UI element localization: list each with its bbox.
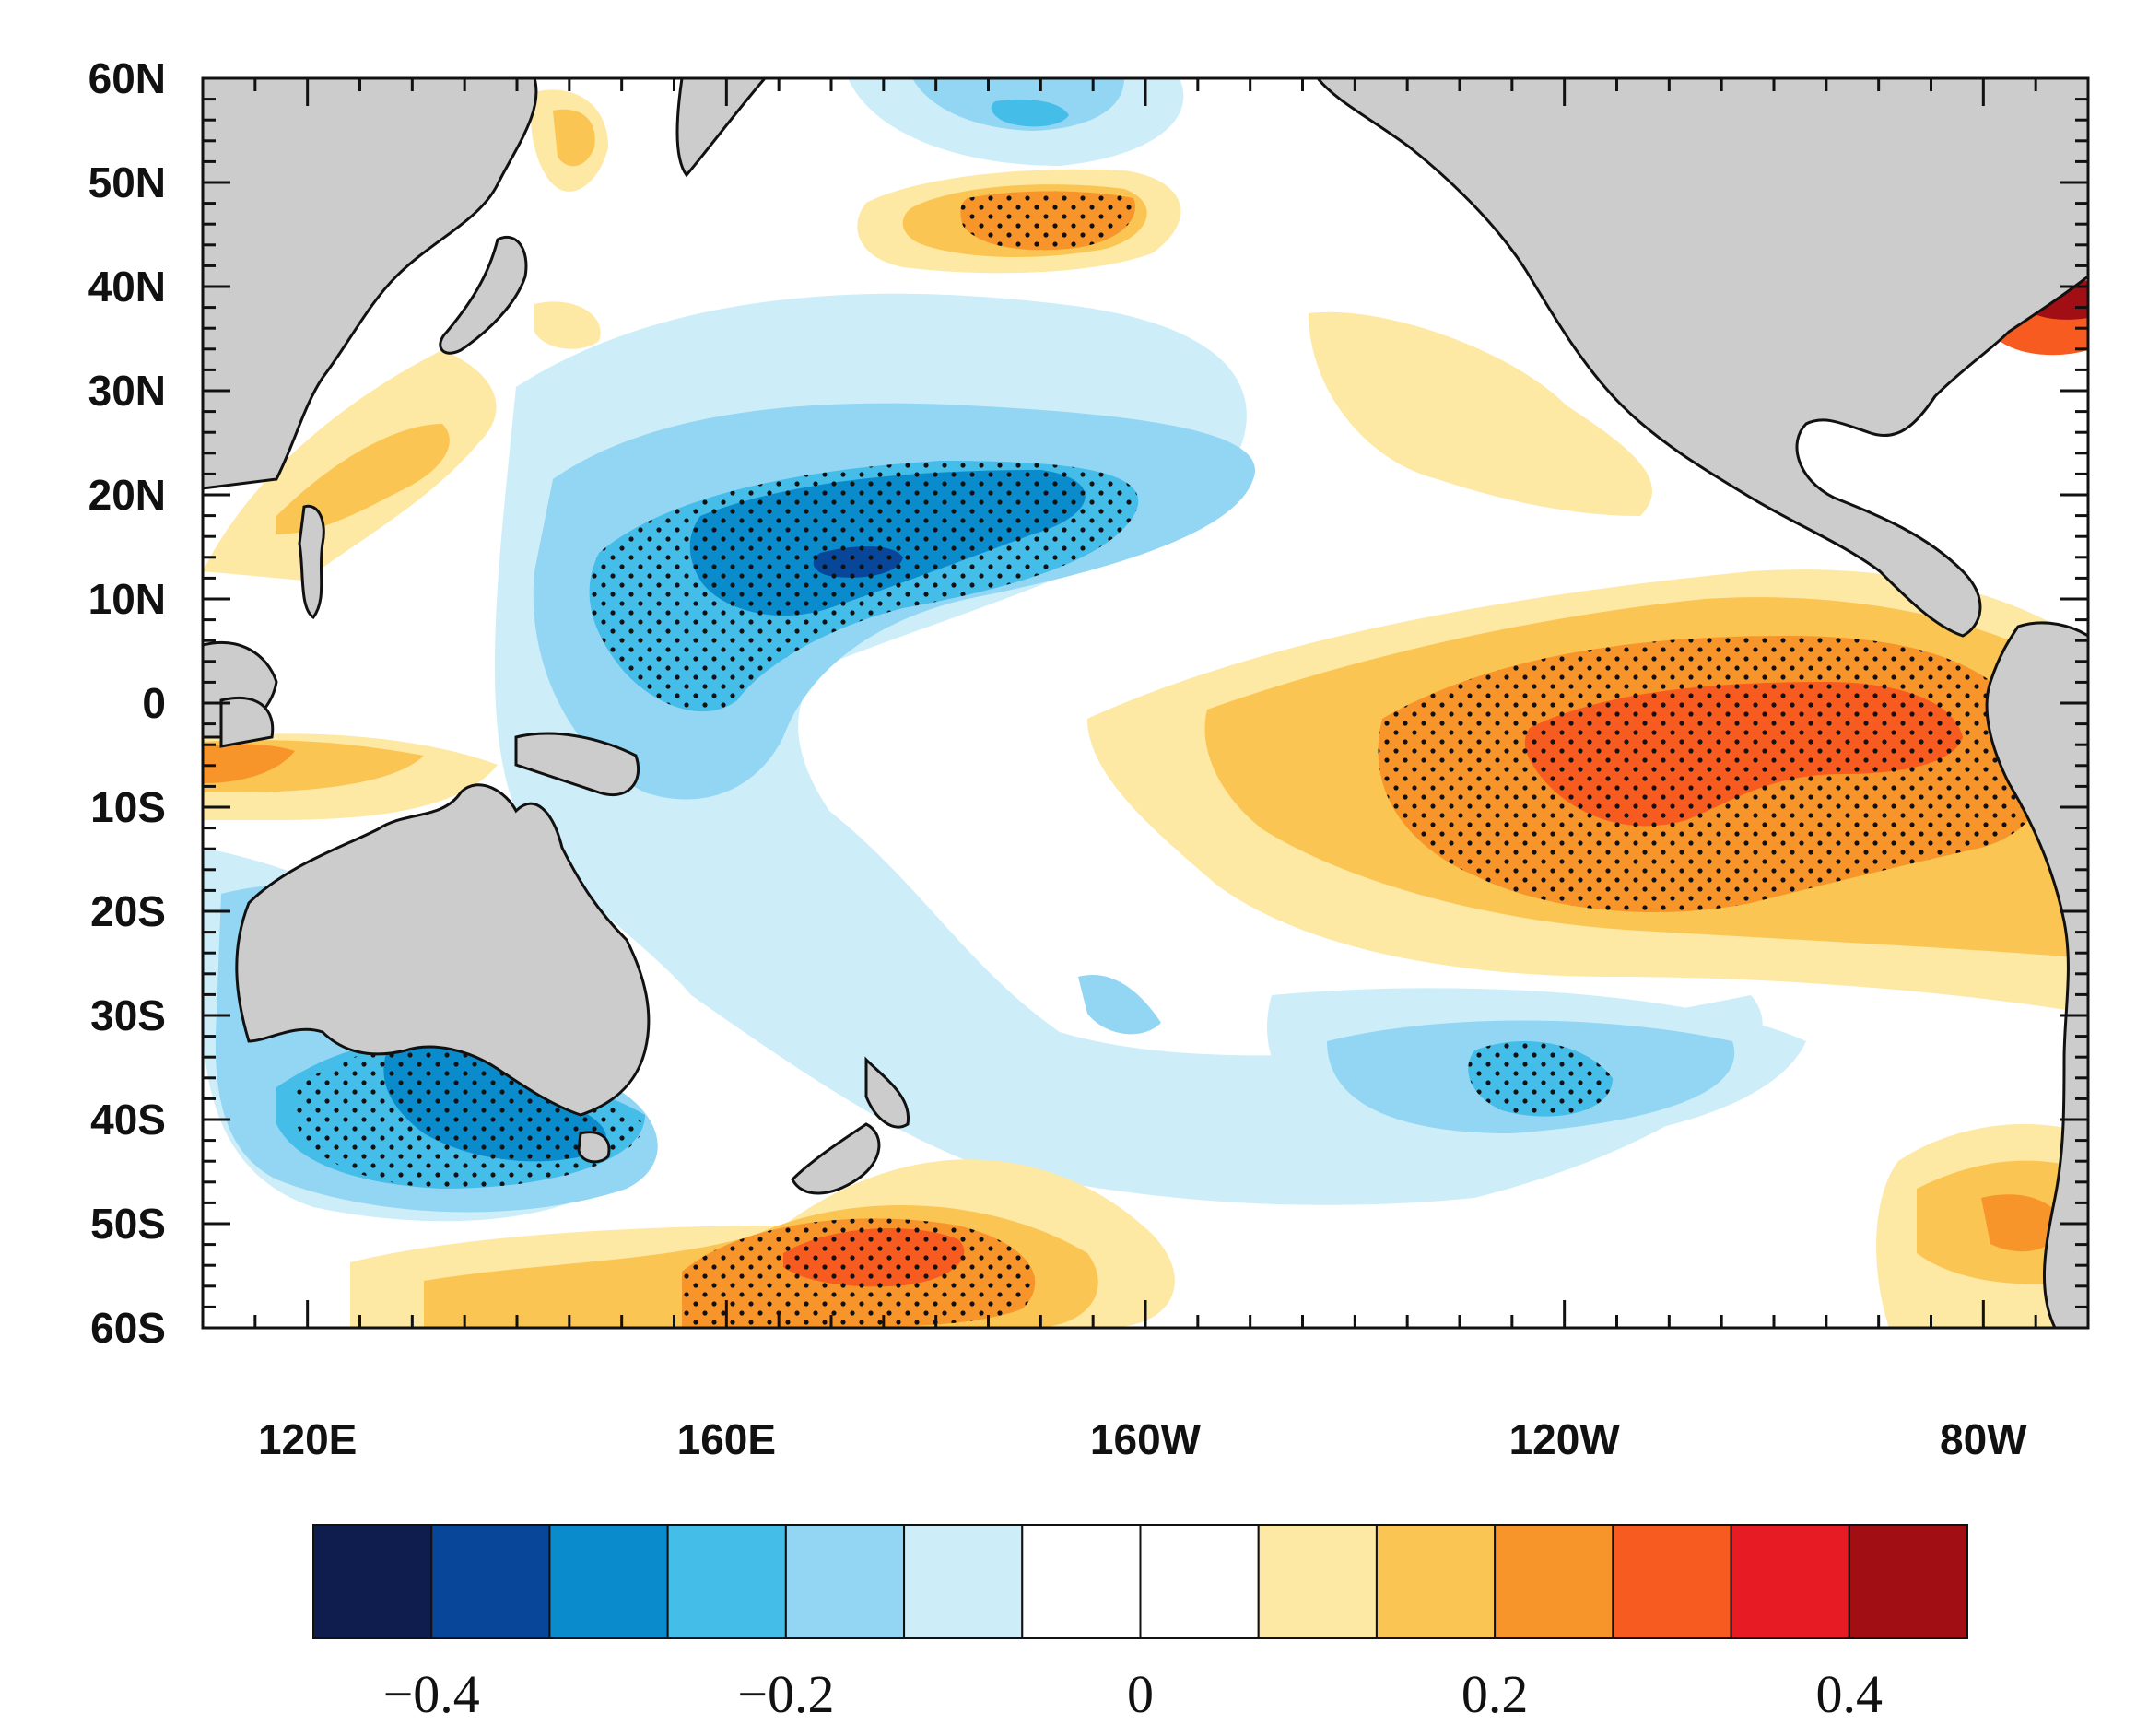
contour-pos-strong-sa xyxy=(1981,1194,2064,1252)
y-axis-label: 10S xyxy=(90,783,166,831)
y-axis-label: 30S xyxy=(90,991,166,1039)
y-axis-label: 60N xyxy=(88,54,166,102)
stipple-south-pacific xyxy=(682,1218,1036,1328)
y-axis-label: 40N xyxy=(88,263,166,311)
colorbar-swatch xyxy=(1730,1524,1850,1639)
y-axis-label: 50S xyxy=(90,1200,166,1248)
colorbar-swatch xyxy=(312,1524,433,1639)
land-tasmania xyxy=(577,1131,611,1164)
colorbar-tick-label: 0.2 xyxy=(1461,1664,1529,1724)
stipple-se-cold xyxy=(1468,1041,1613,1117)
stipple-north-warm xyxy=(960,191,1135,251)
colorbar-swatch xyxy=(666,1524,787,1639)
colorbar-tick-label: 0 xyxy=(1127,1664,1154,1724)
land-newzealand-north xyxy=(864,1056,910,1129)
land-philippines xyxy=(298,504,325,620)
contour-neg-light-mid xyxy=(1078,975,1161,1035)
y-axis-label: 20N xyxy=(88,471,166,519)
y-axis-label: 0 xyxy=(142,679,166,727)
contour-pos-light-japan2 xyxy=(534,301,601,349)
x-axis-label: 160W xyxy=(1090,1415,1202,1463)
anomaly-contours xyxy=(203,78,2088,1328)
colorbar-swatch xyxy=(903,1524,1024,1639)
contour-neg-top-dark xyxy=(991,99,1069,127)
axis-ticks xyxy=(201,76,2090,1330)
colorbar-swatch xyxy=(1021,1524,1142,1639)
colorbar-labels: −0.4 −0.2 0 0.2 0.4 xyxy=(383,1664,1883,1724)
colorbar-tick-label: 0.4 xyxy=(1816,1664,1884,1724)
y-axis-label: 30N xyxy=(88,367,166,415)
colorbar-swatch xyxy=(430,1524,551,1639)
colorbar-swatch xyxy=(1612,1524,1732,1639)
colorbar-swatch xyxy=(784,1524,906,1639)
y-axis-label: 50N xyxy=(88,158,166,206)
land-australia xyxy=(235,783,651,1117)
land-south-america xyxy=(1985,621,2088,1328)
stipple-north-pacific xyxy=(589,461,1139,712)
land-north-america xyxy=(1316,78,2088,638)
land-kamchatka xyxy=(675,78,767,178)
x-axis-labels: 120E 160E 160W 120W 80W xyxy=(258,1415,2027,1463)
y-axis-label: 10N xyxy=(88,575,166,623)
contour-pos-mid-japan xyxy=(553,109,595,167)
land-newzealand-south xyxy=(791,1122,881,1195)
colorbar-swatch xyxy=(1257,1524,1378,1639)
x-axis-label: 160E xyxy=(677,1415,776,1463)
y-axis-label: 60S xyxy=(90,1304,166,1352)
land-asia xyxy=(203,78,538,490)
land-borneo xyxy=(219,696,275,748)
y-axis-labels: 60N 50N 40N 30N 20N 10N 0 10S 20S 30S 40S 50S 60S xyxy=(88,54,166,1352)
x-axis-label: 120W xyxy=(1509,1415,1621,1463)
contour-pos-light-nw xyxy=(1309,311,1652,516)
land-newguinea xyxy=(514,732,640,797)
contour-pos-mid-wp xyxy=(276,424,450,534)
x-axis-label: 80W xyxy=(1940,1415,2027,1463)
map-panel xyxy=(201,76,2090,1330)
colorbar-tick-label: −0.2 xyxy=(737,1664,834,1724)
colorbar-swatch xyxy=(1494,1524,1614,1639)
colorbar xyxy=(312,1524,1969,1639)
x-axis-label: 120E xyxy=(258,1415,357,1463)
contour-pos-strong-maritime xyxy=(203,744,295,783)
stipple-eastern-tropics xyxy=(1378,636,2047,912)
colorbar-swatch xyxy=(548,1524,669,1639)
land xyxy=(203,78,2088,1328)
colorbar-tick-label: −0.4 xyxy=(383,1664,480,1724)
colorbar-swatch xyxy=(1139,1524,1260,1639)
y-axis-label: 20S xyxy=(90,887,166,935)
y-axis-label: 40S xyxy=(90,1096,166,1144)
colorbar-swatch xyxy=(1848,1524,1969,1639)
colorbar-swatch xyxy=(1375,1524,1497,1639)
land-japan xyxy=(439,236,528,355)
